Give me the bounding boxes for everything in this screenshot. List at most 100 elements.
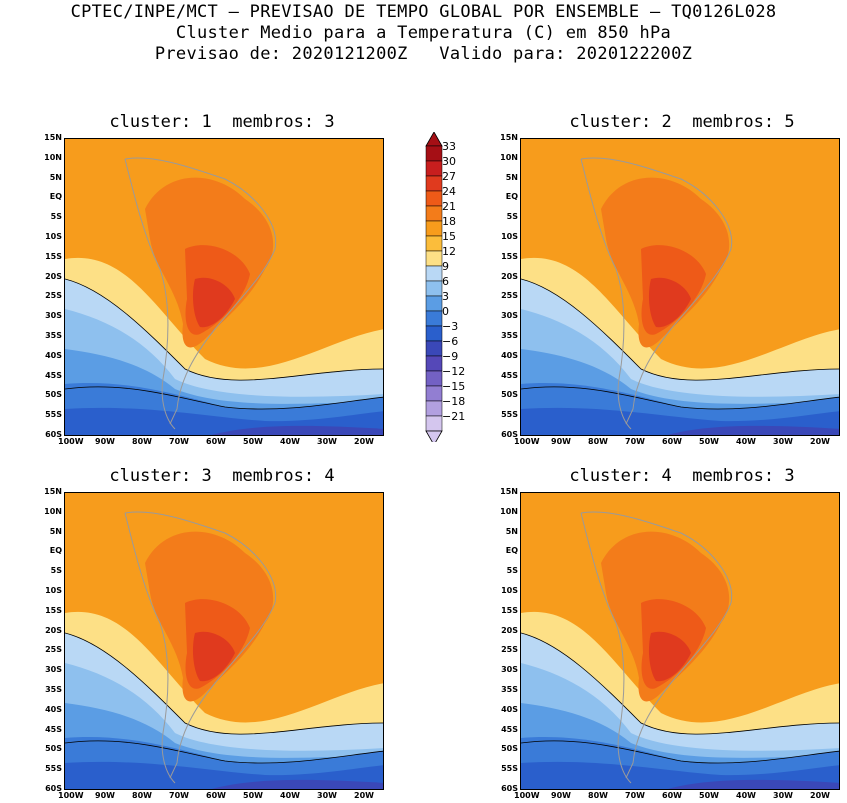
colorbar-label: 12 bbox=[442, 245, 456, 258]
colorbar-label: −12 bbox=[442, 365, 466, 378]
lon-label: 100W bbox=[514, 791, 540, 800]
lat-label: 35S bbox=[501, 331, 518, 340]
colorbar-segment bbox=[425, 340, 443, 357]
lat-label: 35S bbox=[501, 685, 518, 694]
lon-label: 90W bbox=[95, 437, 115, 446]
lon-label: 80W bbox=[588, 437, 608, 446]
lat-label: 5N bbox=[49, 172, 62, 182]
colorbar-segment bbox=[425, 280, 443, 297]
colorbar-label: 30 bbox=[442, 155, 456, 168]
lat-label: 45S bbox=[45, 724, 62, 734]
lon-label: 70W bbox=[169, 791, 189, 800]
lat-label: 40S bbox=[45, 350, 62, 360]
colorbar-segment bbox=[425, 295, 443, 312]
lat-label: 40S bbox=[501, 704, 518, 714]
colorbar-label: 0 bbox=[442, 305, 449, 318]
lat-label: 10N bbox=[500, 152, 518, 162]
lon-label: 100W bbox=[58, 791, 84, 800]
colorbar bbox=[425, 132, 443, 442]
colorbar-segment bbox=[425, 145, 443, 162]
colorbar-label: −21 bbox=[442, 410, 466, 423]
colorbar-label: 6 bbox=[442, 275, 449, 288]
lon-label: 40W bbox=[736, 437, 756, 446]
lat-label: 50S bbox=[45, 744, 62, 754]
lon-label: 40W bbox=[280, 791, 300, 800]
lon-label: 100W bbox=[58, 437, 84, 446]
colorbar-segment bbox=[425, 355, 443, 372]
colorbar-label: −9 bbox=[442, 350, 459, 363]
colorbar-label: 24 bbox=[442, 185, 456, 198]
lat-label: 15N bbox=[500, 133, 518, 142]
temperature-map-2 bbox=[521, 139, 839, 435]
colorbar-segment bbox=[425, 310, 443, 327]
temperature-map-1 bbox=[65, 139, 383, 435]
temperature-map-4 bbox=[521, 493, 839, 789]
lon-label: 100W bbox=[514, 437, 540, 446]
lat-label: 10S bbox=[501, 232, 518, 241]
lat-label: 10S bbox=[45, 232, 62, 241]
colorbar-segment bbox=[425, 190, 443, 207]
colorbar-segment bbox=[425, 250, 443, 267]
lat-label: 30S bbox=[501, 665, 518, 675]
lon-label: 60W bbox=[206, 437, 226, 446]
lat-label: 45S bbox=[501, 724, 518, 734]
colorbar-segment bbox=[425, 265, 443, 282]
title-line-1: CPTEC/INPE/MCT – PREVISAO DE TEMPO GLOBA… bbox=[70, 2, 777, 22]
lat-label: 55S bbox=[501, 410, 518, 420]
lat-label: 15N bbox=[500, 487, 518, 496]
lat-label: 15N bbox=[44, 487, 62, 496]
lon-label: 20W bbox=[810, 437, 830, 446]
lon-label: 20W bbox=[354, 437, 374, 446]
colorbar-segment bbox=[425, 235, 443, 252]
lat-label: 25S bbox=[45, 291, 62, 301]
title-line-3: Previsao de: 2020121200Z Valido para: 20… bbox=[154, 44, 693, 64]
lat-label: 40S bbox=[45, 704, 62, 714]
colorbar-label: −15 bbox=[442, 380, 466, 393]
colorbar-arrow-bottom bbox=[425, 430, 443, 442]
colorbar-label: 3 bbox=[442, 290, 449, 303]
colorbar-segment bbox=[425, 205, 443, 222]
temperature-map-3 bbox=[65, 493, 383, 789]
colorbar-arrow-top bbox=[425, 132, 443, 147]
lat-label: 10N bbox=[44, 506, 62, 516]
lat-label: 5N bbox=[49, 526, 62, 536]
lat-label: 5N bbox=[505, 172, 518, 182]
lon-label: 30W bbox=[317, 791, 337, 800]
lat-label: 20S bbox=[501, 625, 518, 635]
lat-label: 10N bbox=[500, 506, 518, 516]
lat-label: 50S bbox=[45, 390, 62, 400]
lat-label: 25S bbox=[501, 645, 518, 655]
lat-label: 55S bbox=[45, 410, 62, 420]
colorbar-segment bbox=[425, 175, 443, 192]
lat-label: 30S bbox=[501, 311, 518, 321]
lon-label: 50W bbox=[699, 437, 719, 446]
lat-label: 10N bbox=[44, 152, 62, 162]
lat-label: 35S bbox=[45, 331, 62, 340]
lat-label: 35S bbox=[45, 685, 62, 694]
lon-label: 80W bbox=[132, 791, 152, 800]
lat-label: 60S bbox=[45, 430, 62, 439]
lat-label: 30S bbox=[45, 311, 62, 321]
lat-label: 45S bbox=[501, 370, 518, 380]
lon-label: 90W bbox=[551, 791, 571, 800]
colorbar-segment bbox=[425, 415, 443, 432]
lon-label: 60W bbox=[206, 791, 226, 800]
lat-label: 60S bbox=[45, 784, 62, 793]
map-panel-2 bbox=[520, 138, 840, 436]
lat-label: EQ bbox=[505, 546, 518, 556]
lon-label: 50W bbox=[699, 791, 719, 800]
lat-label: 5S bbox=[50, 212, 62, 222]
lat-label: 60S bbox=[501, 430, 518, 439]
colorbar-label: −3 bbox=[442, 320, 459, 333]
lon-label: 50W bbox=[243, 437, 263, 446]
colorbar-label: 33 bbox=[442, 140, 456, 153]
lat-label: 20S bbox=[45, 625, 62, 635]
lat-label: 15S bbox=[501, 251, 518, 261]
colorbar-segment bbox=[425, 220, 443, 237]
colorbar-segment bbox=[425, 325, 443, 342]
lon-label: 30W bbox=[773, 437, 793, 446]
lon-label: 30W bbox=[317, 437, 337, 446]
lat-label: 5S bbox=[50, 566, 62, 576]
lon-label: 70W bbox=[625, 791, 645, 800]
title-line-2: Cluster Medio para a Temperatura (C) em … bbox=[175, 23, 672, 43]
